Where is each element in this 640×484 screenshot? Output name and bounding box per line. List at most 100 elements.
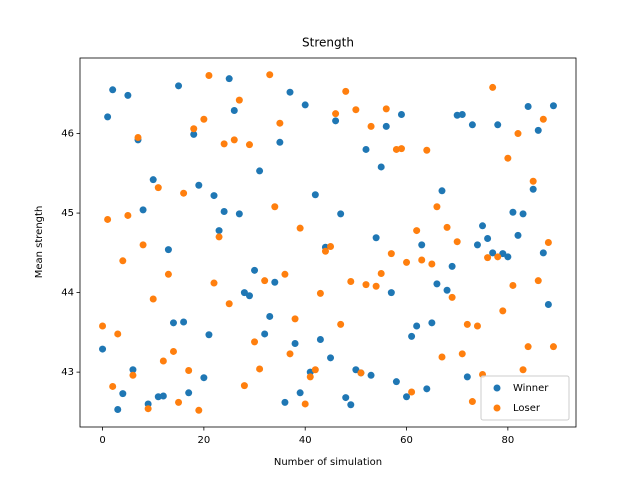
scatter-point	[311, 191, 319, 199]
scatter-point	[200, 374, 208, 382]
scatter-point	[367, 371, 375, 379]
x-tick-label: 0	[99, 435, 105, 446]
scatter-point	[337, 210, 345, 218]
scatter-point	[544, 301, 552, 309]
scatter-point	[327, 354, 335, 362]
scatter-point	[499, 250, 507, 258]
scatter-point	[175, 398, 183, 406]
scatter-point	[286, 88, 294, 96]
scatter-point	[524, 103, 532, 111]
scatter-point	[190, 130, 198, 138]
scatter-point	[316, 336, 324, 344]
scatter-point	[205, 331, 213, 339]
scatter-point	[342, 87, 350, 95]
scatter-point	[443, 223, 451, 231]
scatter-point	[190, 125, 198, 133]
scatter-point	[169, 319, 177, 327]
scatter-point	[484, 235, 492, 243]
scatter-point	[489, 249, 497, 257]
scatter-point	[301, 400, 309, 408]
scatter-point	[301, 101, 309, 109]
scatter-point	[352, 106, 360, 114]
scatter-point	[114, 330, 122, 338]
legend-marker	[493, 404, 501, 412]
scatter-point	[144, 405, 152, 413]
scatter-point	[164, 246, 172, 254]
scatter-point	[468, 121, 476, 129]
scatter-point	[134, 134, 142, 142]
scatter-point	[524, 343, 532, 351]
scatter-point	[220, 207, 228, 215]
scatter-point	[271, 203, 279, 211]
scatter-point	[124, 91, 132, 99]
scatter-point	[463, 373, 471, 381]
scatter-point	[311, 366, 319, 374]
scatter-point	[104, 113, 112, 121]
scatter-point	[549, 102, 557, 110]
scatter-point	[281, 270, 289, 278]
scatter-point	[504, 154, 512, 162]
scatter-point	[397, 110, 405, 118]
scatter-point	[372, 282, 380, 290]
y-tick-label: 46	[61, 129, 74, 140]
scatter-point	[352, 366, 360, 374]
scatter-point	[159, 392, 167, 400]
scatter-point	[321, 247, 329, 255]
scatter-point	[342, 394, 350, 402]
scatter-point	[514, 231, 522, 239]
scatter-point	[382, 105, 390, 113]
scatter-point	[281, 398, 289, 406]
scatter-point	[215, 227, 223, 235]
scatter-point	[109, 382, 117, 390]
y-tick-label: 44	[61, 288, 74, 299]
scatter-point	[139, 241, 147, 249]
scatter-point	[129, 366, 137, 374]
x-axis-label: Number of simulation	[274, 457, 382, 468]
scatter-point	[539, 249, 547, 257]
scatter-point	[291, 315, 299, 323]
scatter-point	[463, 320, 471, 328]
scatter-point	[139, 206, 147, 214]
scatter-point	[99, 345, 107, 353]
scatter-point	[225, 75, 233, 83]
scatter-point	[509, 281, 517, 289]
scatter-point	[124, 211, 132, 219]
scatter-point	[504, 253, 512, 261]
scatter-point	[230, 136, 238, 144]
scatter-point	[316, 289, 324, 297]
scatter-point	[109, 86, 117, 94]
scatter-point	[154, 184, 162, 192]
scatter-point	[266, 71, 274, 79]
scatter-point	[473, 241, 481, 249]
scatter-point	[337, 320, 345, 328]
scatter-point	[438, 353, 446, 361]
y-tick-label: 45	[61, 208, 74, 219]
scatter-point	[499, 307, 507, 315]
scatter-point	[296, 224, 304, 232]
scatter-point	[408, 388, 416, 396]
scatter-point	[418, 256, 426, 264]
scatter-point	[276, 119, 284, 127]
scatter-point	[104, 215, 112, 223]
scatter-point	[458, 110, 466, 118]
scatter-point	[256, 365, 264, 373]
scatter-point	[149, 295, 157, 303]
scatter-point	[114, 406, 122, 414]
scatter-point	[210, 279, 218, 287]
scatter-point	[200, 115, 208, 123]
scatter-point	[235, 96, 243, 104]
scatter-point	[489, 83, 497, 91]
scatter-point	[347, 277, 355, 285]
x-tick-label: 40	[299, 435, 312, 446]
scatter-point	[382, 122, 390, 130]
scatter-point	[286, 350, 294, 358]
scatter-point	[372, 234, 380, 242]
scatter-point	[468, 398, 476, 406]
x-tick-label: 80	[501, 435, 514, 446]
scatter-point	[403, 393, 411, 401]
scatter-point	[362, 145, 370, 153]
scatter-point	[519, 366, 527, 374]
scatter-point	[230, 106, 238, 114]
legend-label: Winner	[513, 383, 549, 394]
